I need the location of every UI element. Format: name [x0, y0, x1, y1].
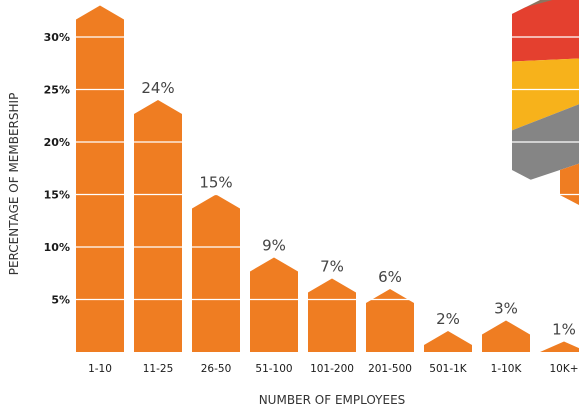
- data-label: 24%: [141, 79, 174, 97]
- data-label: 1%: [552, 321, 576, 339]
- x-axis-title: NUMBER OF EMPLOYEES: [259, 393, 406, 407]
- data-label: 6%: [378, 268, 402, 286]
- x-tick-label: 501-1K: [429, 363, 468, 375]
- y-tick-label: 15%: [44, 189, 70, 202]
- bar-51-100: [250, 257, 298, 352]
- hexagon-logo: [512, 0, 579, 205]
- x-tick-label: 1-10K: [491, 363, 523, 375]
- data-label: 9%: [262, 237, 286, 255]
- y-tick-label: 20%: [44, 136, 70, 149]
- data-label: 33%: [83, 0, 116, 3]
- x-tick-label: 26-50: [201, 363, 232, 375]
- bars: [76, 5, 579, 352]
- data-label: 15%: [199, 174, 232, 192]
- bar-26-50: [192, 194, 240, 352]
- y-tick-label: 25%: [44, 84, 70, 97]
- data-label: 3%: [494, 300, 518, 318]
- logo-band-yellow: [512, 58, 579, 135]
- bar-101-200: [308, 278, 356, 352]
- y-axis-ticks: 5%10%15%20%25%30%35%: [44, 31, 70, 307]
- bar-11-25: [134, 100, 182, 352]
- data-label: 2%: [436, 310, 460, 328]
- y-axis-title: PERCENTAGE OF MEMBERSHIP: [7, 93, 21, 276]
- data-labels: 33% 24% 15% 9% 7% 6% 2% 3% 1%: [83, 0, 576, 339]
- gridlines: [74, 36, 579, 301]
- x-tick-label: 1-10: [88, 363, 112, 375]
- bar-201-500: [366, 289, 414, 352]
- logo-band-orange: [560, 160, 579, 205]
- bar-10K+: [540, 341, 579, 352]
- x-axis-ticks: 1-10 11-25 26-50 51-100 101-200 201-500 501-1K…: [88, 363, 578, 375]
- x-tick-label: 201-500: [368, 363, 412, 375]
- bar-1-10K: [482, 320, 530, 352]
- bar-501-1K: [424, 331, 472, 352]
- bar-1-10: [76, 5, 124, 352]
- x-tick-label: 51-100: [255, 363, 292, 375]
- y-tick-label: 30%: [44, 31, 70, 44]
- x-tick-label: 101-200: [310, 363, 354, 375]
- x-tick-label: 11-25: [143, 363, 174, 375]
- logo-band-red: [512, 0, 579, 62]
- data-label: 7%: [320, 258, 344, 276]
- x-tick-label: 10K+: [549, 363, 578, 375]
- y-tick-label: 5%: [51, 294, 70, 307]
- y-tick-label: 10%: [44, 241, 70, 254]
